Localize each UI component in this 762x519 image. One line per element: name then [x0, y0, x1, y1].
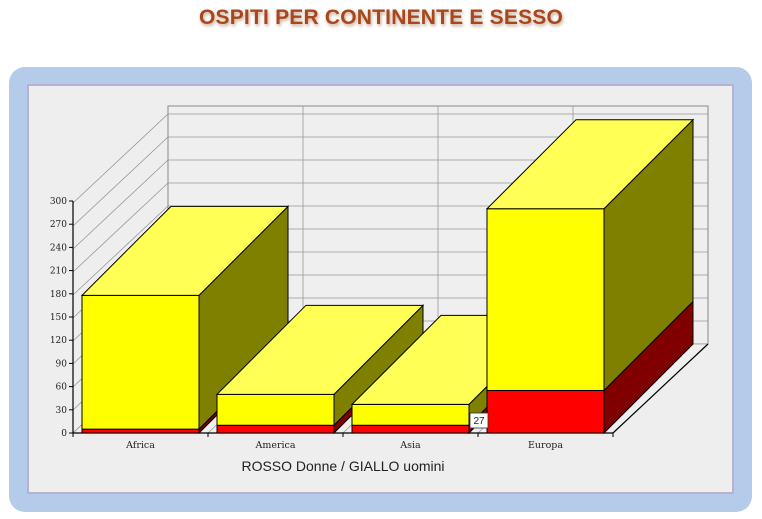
- bars: [80, 118, 695, 435]
- callout-label: 27: [473, 416, 485, 427]
- x-axis-labels: Africa America Asia Europa: [125, 440, 563, 451]
- y-tick-label: 240: [50, 243, 67, 253]
- bar-europa-donne: [486, 300, 694, 435]
- y-tick-label: 30: [56, 406, 68, 416]
- bar-front-face: [81, 428, 200, 434]
- y-axis-ticks: 0 30 60 90 120 150 180 210 240 270 300: [50, 197, 73, 439]
- gridline-side: [72, 159, 169, 250]
- callout-box: [469, 412, 489, 429]
- y-tick-label: 0: [61, 429, 67, 439]
- bar-front-face: [486, 389, 605, 434]
- bar-front-face: [351, 403, 470, 426]
- x-label-europa: Europa: [528, 440, 563, 451]
- bar-front-face: [486, 208, 605, 391]
- y-tick-label: 150: [50, 313, 67, 323]
- y-tick-label: 270: [50, 220, 67, 230]
- page-title: OSPITI PER CONTINENTE E SESSO: [198, 6, 564, 29]
- bar-europa-uomini: [486, 118, 694, 392]
- y-tick-label: 60: [56, 383, 68, 393]
- data-callout: 27: [469, 412, 489, 429]
- gridline-side: [72, 182, 169, 273]
- depth-axis-line: [612, 343, 709, 434]
- x-label-asia: Asia: [399, 440, 421, 451]
- y-tick-label: 210: [50, 267, 67, 277]
- legend-text: ROSSO Donne / GIALLO uomini: [241, 458, 444, 474]
- x-label-africa: Africa: [125, 440, 155, 451]
- y-tick-label: 180: [50, 290, 67, 300]
- bar-front-face: [216, 393, 335, 426]
- bar-top-europa: [485, 119, 695, 210]
- bar-front-face: [216, 424, 335, 434]
- y-tick-label: 90: [56, 359, 68, 369]
- bar-top-africa: [80, 205, 290, 296]
- x-label-america: America: [254, 440, 295, 451]
- gridline-side: [72, 205, 169, 296]
- bar-front-face: [81, 294, 200, 430]
- y-tick-label: 120: [50, 336, 67, 346]
- y-tick-label: 300: [50, 197, 67, 207]
- bar-front-face: [351, 424, 470, 434]
- gridline-side: [72, 136, 169, 227]
- bar-top-america: [215, 304, 425, 395]
- gridline-side: [72, 113, 169, 204]
- bar-america-uomini: [216, 304, 424, 427]
- bar-africa-uomini: [81, 205, 289, 431]
